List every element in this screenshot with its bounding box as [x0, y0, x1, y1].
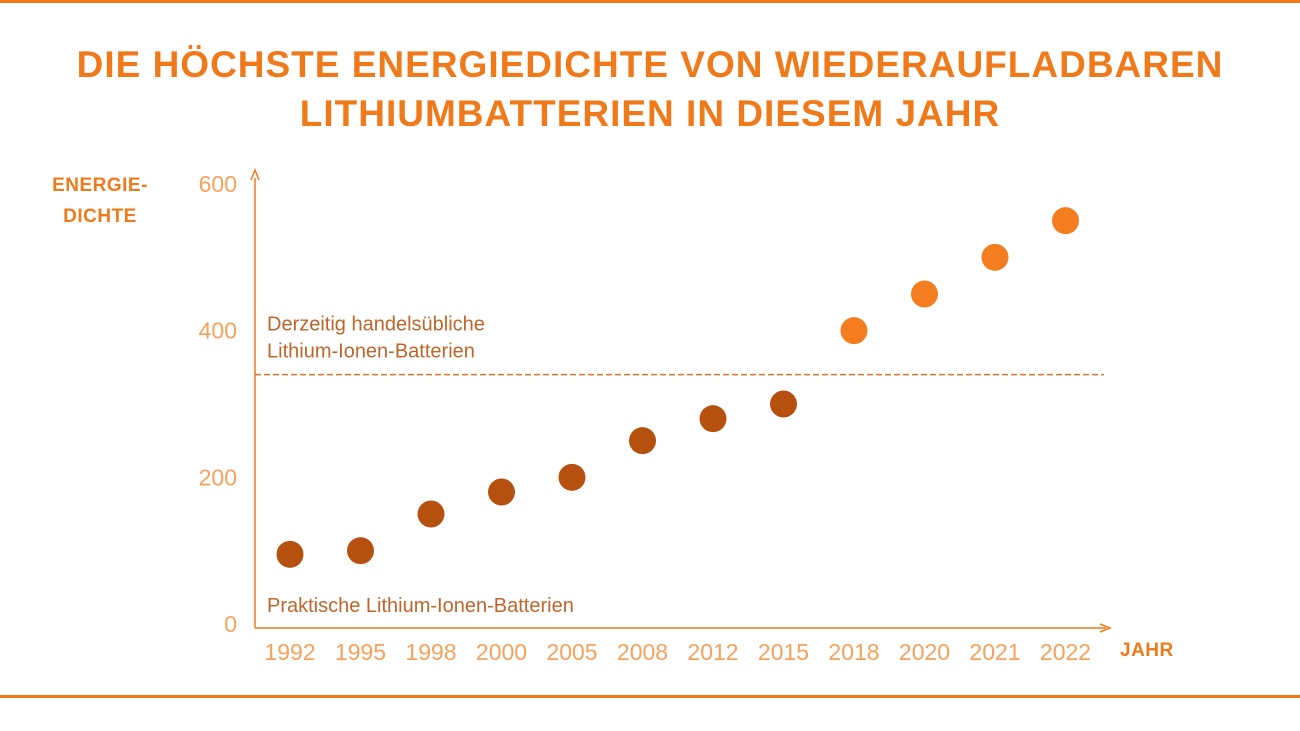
x-tick-label: 2008	[617, 639, 668, 665]
bottom-rule	[0, 695, 1300, 698]
data-point	[276, 540, 304, 568]
data-point	[347, 537, 374, 565]
x-ticks: 1992 1995 1998 2000 2005 2008 2012 2015 2018 2020…	[264, 639, 1091, 665]
data-point	[1052, 207, 1079, 235]
y-tick-label: 200	[199, 464, 237, 490]
y-axis-arrow	[250, 167, 260, 181]
data-point	[911, 280, 938, 308]
data-point	[770, 390, 797, 418]
y-axis-label-line-1: ENERGIE-	[52, 175, 148, 196]
data-point	[558, 463, 586, 491]
data-point	[417, 500, 445, 528]
data-point	[981, 243, 1009, 271]
x-tick-label: 1995	[335, 639, 386, 665]
x-tick-label: 2021	[969, 639, 1020, 665]
reference-line-label-1: Derzeitig handelsübliche	[267, 314, 485, 336]
bottom-annotation: Praktische Lithium-Ionen-Batterien	[267, 595, 574, 617]
data-point	[629, 427, 656, 455]
x-tick-label: 1992	[264, 639, 315, 665]
y-axis-label-line-2: DICHTE	[63, 206, 137, 227]
x-axis-arrow	[1099, 623, 1113, 633]
y-tick-label: 600	[199, 171, 237, 197]
x-tick-label: 2015	[758, 639, 809, 665]
x-tick-label: 2005	[546, 639, 597, 665]
chart-title: DIE HÖCHSTE ENERGIEDICHTE VON WIEDERAUFL…	[76, 44, 1224, 134]
y-ticks: 0 200 400 600	[199, 171, 237, 637]
x-axis-label: JAHR	[1120, 640, 1174, 661]
data-point	[699, 405, 727, 433]
data-points	[276, 207, 1079, 568]
x-tick-label: 2012	[687, 639, 738, 665]
x-tick-label: 2020	[899, 639, 950, 665]
axes	[250, 167, 1113, 633]
y-axis-label: ENERGIE- DICHTE	[30, 170, 170, 232]
x-tick-label: 2000	[476, 639, 527, 665]
reference-line-label-2: Lithium-Ionen-Batterien	[267, 341, 475, 363]
x-tick-label: 1998	[405, 639, 456, 665]
x-tick-label: 2018	[828, 639, 879, 665]
data-point	[488, 478, 515, 506]
y-tick-label: 0	[224, 611, 237, 637]
data-point	[840, 317, 868, 345]
top-rule	[0, 0, 1300, 3]
x-tick-label: 2022	[1040, 639, 1091, 665]
y-tick-label: 400	[199, 318, 237, 344]
